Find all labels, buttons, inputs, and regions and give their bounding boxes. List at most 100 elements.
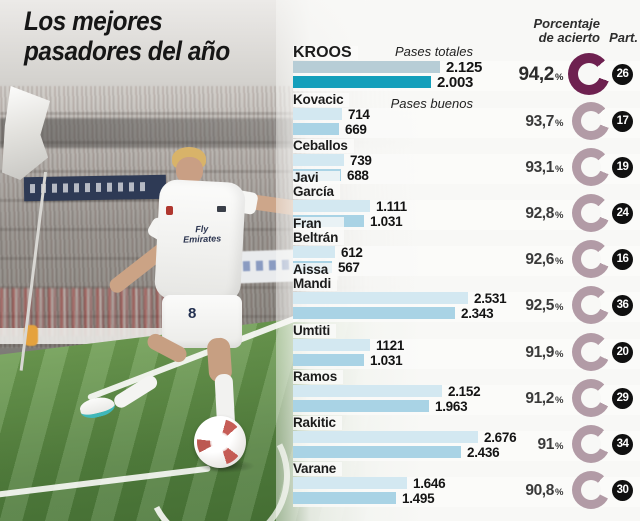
matches-badge: 19: [612, 157, 633, 178]
value-pases-buenos: 2.343: [461, 305, 494, 321]
accuracy-donut: [572, 148, 610, 186]
player-row: Varane 1.646 1.495 90,8% 30: [293, 462, 640, 509]
player-name: Ceballos: [293, 139, 354, 153]
accuracy-donut: [572, 286, 610, 324]
title-line-1: Los mejores: [24, 6, 163, 36]
value-pases-buenos: 688: [347, 167, 369, 183]
bar-line-buenos: 669: [293, 121, 640, 137]
value-pases-totales: 1121: [376, 337, 405, 353]
bar-pases-buenos: [293, 76, 431, 88]
bar-line-buenos: 1.031: [293, 352, 640, 368]
matches-badge: 26: [612, 64, 633, 85]
bar-pases-totales: [293, 154, 344, 166]
bar-pases-totales: [293, 61, 440, 73]
accuracy-donut: [572, 471, 610, 509]
accuracy-percent: 93,1%: [525, 159, 563, 176]
player-name: Varane: [293, 462, 343, 476]
football: [194, 416, 246, 468]
player-name: Javi García: [293, 171, 340, 199]
value-pases-totales: 1.646: [413, 475, 446, 491]
player-row: Aissa Mandi 2.531 2.343 92,5% 36: [293, 263, 640, 324]
bar-pases-buenos: [293, 307, 455, 319]
accuracy-donut: [572, 379, 610, 417]
value-pases-totales: 2.125: [446, 58, 483, 76]
player-row: Umtiti 1121 1.031 91,9% 20: [293, 324, 640, 371]
bar-line-totales: 1.111: [293, 198, 640, 214]
value-pases-buenos: 1.031: [370, 213, 403, 229]
accuracy-percent: 92,5%: [525, 297, 563, 314]
player-name: Ramos: [293, 370, 344, 384]
bar-pases-totales: [293, 246, 335, 258]
bar-line-totales: 1121: [293, 337, 640, 353]
bar-pases-totales: [293, 200, 370, 212]
matches-badge: 16: [612, 249, 633, 270]
bar-pases-buenos: [293, 446, 461, 458]
bar-pases-totales: [293, 477, 407, 489]
bar-pases-totales: [293, 108, 342, 120]
player-name: Umtiti: [293, 324, 337, 338]
accuracy-percent: 94,2%: [518, 64, 564, 85]
bar-line-totales: 739: [293, 152, 640, 168]
accuracy-percent: 92,6%: [525, 251, 563, 268]
player-row: Kovacic 714 669 93,7% 17: [293, 93, 640, 140]
value-pases-buenos: 669: [345, 121, 367, 137]
bar-pases-totales: [293, 431, 478, 443]
matches-badge: 24: [612, 203, 633, 224]
player-name: Kovacic: [293, 93, 350, 107]
page-title: Los mejores pasadores del año: [24, 6, 230, 66]
player-row: Ramos 2.152 1.963 91,2% 29: [293, 370, 640, 417]
bar-line-buenos: 2.003: [293, 73, 640, 91]
legend-pases-buenos: Pases buenos: [390, 96, 473, 111]
accuracy-percent: 91,9%: [525, 344, 563, 361]
value-pases-totales: 714: [348, 106, 370, 122]
bar-pases-buenos: [293, 492, 396, 504]
bar-pases-totales: [293, 292, 468, 304]
matches-badge: 20: [612, 342, 633, 363]
player-shorts: [162, 295, 242, 348]
legend-pases-totales: Pases totales: [394, 44, 473, 59]
value-pases-totales: 2.152: [448, 383, 481, 399]
player-name: Fran Beltrán: [293, 217, 345, 245]
player-row: Rakitic 2.676 2.436 91% 34: [293, 416, 640, 463]
value-pases-buenos: 1.031: [370, 352, 403, 368]
value-pases-totales: 1.111: [376, 198, 407, 214]
accuracy-donut: [572, 194, 610, 232]
bar-pases-buenos: [293, 400, 429, 412]
accuracy-percent: 91,2%: [525, 390, 563, 407]
column-header-part: Part.: [609, 30, 638, 45]
accuracy-percent: 93,7%: [525, 113, 563, 130]
title-line-2: pasadores del año: [24, 36, 230, 66]
player-row: Ceballos 739 688 93,1% 19: [293, 139, 640, 186]
accuracy-percent: 92,8%: [525, 205, 563, 222]
player-row: Fran Beltrán 612 567 92,6% 16: [293, 217, 640, 278]
bar-pases-totales: [293, 339, 370, 351]
player-name: KROOS: [293, 45, 358, 61]
value-pases-buenos: 567: [338, 259, 360, 275]
jersey-sponsor-text: Fly Emirates: [182, 223, 222, 245]
player-row: KROOS 2.125 2.003 94,2% 26: [293, 45, 640, 95]
value-pases-totales: 739: [350, 152, 372, 168]
bar-line-totales: 2.152: [293, 383, 640, 399]
value-pases-totales: 2.531: [474, 290, 507, 306]
bar-line-buenos: 1.963: [293, 398, 640, 414]
bar-pases-buenos: [293, 354, 364, 366]
bar-line-totales: 1.646: [293, 475, 640, 491]
accuracy-donut: [572, 333, 610, 371]
value-pases-buenos: 1.963: [435, 398, 468, 414]
value-pases-totales: 2.676: [484, 429, 517, 445]
matches-badge: 17: [612, 111, 633, 132]
player-row: Javi García 1.111 1.031 92,8% 24: [293, 171, 640, 232]
bar-line-totales: 714: [293, 106, 640, 122]
value-pases-buenos: 2.003: [437, 73, 474, 91]
matches-badge: 29: [612, 388, 633, 409]
club-crest: [166, 206, 173, 215]
bar-line-totales: 2.676: [293, 429, 640, 445]
accuracy-donut: [568, 53, 610, 95]
column-header-accuracy: Porcentaje de acierto: [533, 16, 600, 45]
value-pases-buenos: 2.436: [467, 444, 500, 460]
accuracy-donut: [572, 240, 610, 278]
player-name: Aissa Mandi: [293, 263, 337, 291]
accuracy-percent: 91%: [537, 436, 563, 453]
value-pases-buenos: 1.495: [402, 490, 435, 506]
